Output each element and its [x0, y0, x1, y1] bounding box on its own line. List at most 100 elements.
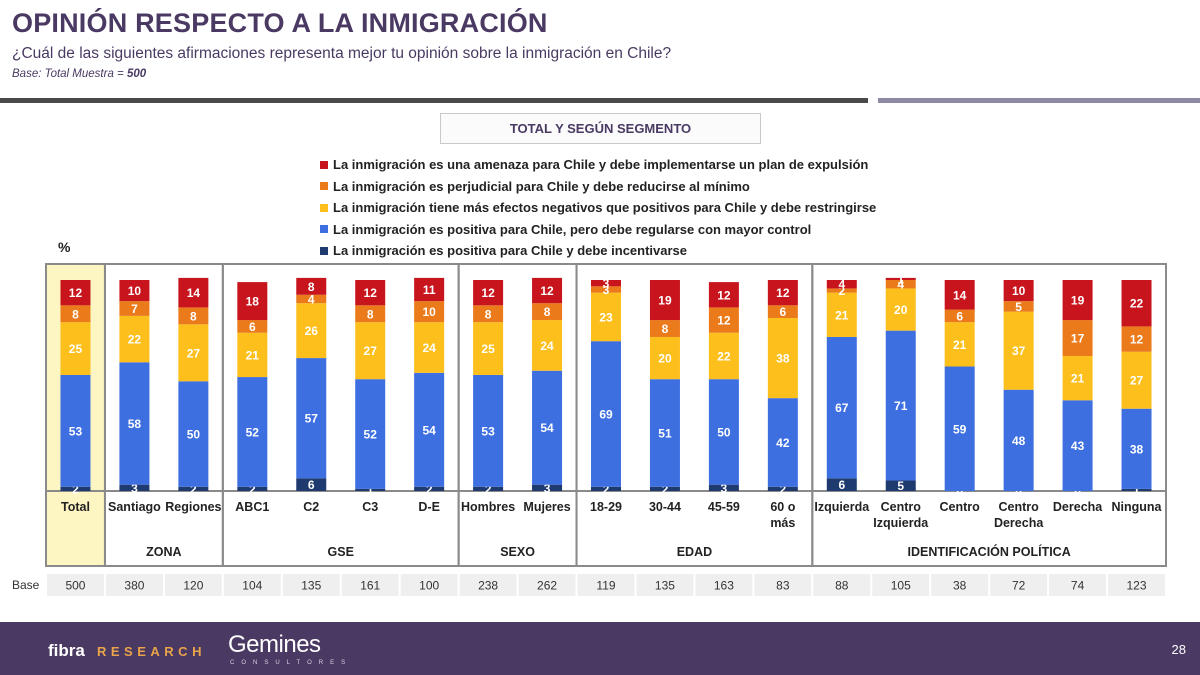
bar-segment [355, 305, 386, 323]
category-label: Regiones [165, 500, 221, 514]
data-label: 38 [1130, 442, 1144, 456]
base-cell [577, 574, 635, 596]
group-frame [811, 263, 1167, 567]
base-value: 135 [301, 579, 321, 593]
data-label: 3 [721, 481, 728, 495]
data-label: 20 [894, 303, 908, 317]
category-label: D-E [418, 500, 440, 514]
data-label: 23 [599, 310, 613, 324]
bar-segment [1003, 311, 1034, 390]
bar-segment [473, 322, 504, 375]
fibra-logo-suffix: RESEARCH [97, 644, 206, 659]
legend-label: La inmigración es positiva para Chile y … [333, 243, 688, 259]
legend-label: La inmigración tiene más efectos negativ… [333, 200, 877, 216]
bar-segment [237, 486, 268, 491]
legend-item: La inmigración es perjudicial para Chile… [320, 176, 876, 198]
bar-segment [767, 486, 798, 491]
legend-item: La inmigración es una amenaza para Chile… [320, 154, 876, 176]
bar-segment [1062, 280, 1093, 321]
bar-segment [532, 370, 563, 485]
legend-swatch [320, 203, 328, 212]
category-label: Ninguna [1112, 500, 1163, 514]
base-note-prefix: Base: Total Muestra = [12, 68, 127, 80]
data-label: 42 [776, 436, 790, 450]
data-label: 52 [364, 428, 378, 442]
bar-segment [944, 366, 975, 491]
bar-segment [119, 315, 150, 363]
data-label: 1 [1133, 483, 1140, 497]
data-label: 53 [481, 424, 495, 438]
bar-segment [60, 322, 91, 375]
bar-segment [591, 341, 621, 487]
bar-segment [767, 305, 798, 318]
data-label: 43 [1071, 439, 1085, 453]
bar-segment [355, 488, 386, 491]
base-note-value: 500 [126, 68, 147, 80]
bar-segment [532, 484, 563, 491]
bar-segment [649, 280, 680, 321]
bar-segment [414, 486, 445, 491]
bar-segment [178, 381, 209, 487]
data-label: 19 [1071, 294, 1085, 308]
data-label: 10 [128, 284, 142, 298]
bar-segment [1062, 355, 1093, 401]
data-label: 8 [485, 307, 492, 321]
bar-segment [532, 320, 563, 371]
base-value: 380 [124, 579, 144, 593]
footer-bar: fibra RESEARCH Gemines CONSULTORES 28 [0, 622, 1200, 675]
data-label: 2 [426, 482, 433, 496]
base-value: 72 [1012, 579, 1026, 593]
base-cell [282, 574, 340, 596]
base-note: Base: Total Muestra = 500 [12, 68, 146, 80]
data-label: 71 [894, 399, 908, 413]
data-label: 12 [717, 314, 731, 328]
bar-segment [473, 374, 504, 487]
bar-segment [60, 486, 91, 491]
bar-segment [708, 379, 739, 485]
bar-segment [119, 362, 150, 485]
data-label: 12 [364, 286, 378, 300]
bar-segment [60, 374, 91, 487]
bar-segment [767, 280, 798, 306]
base-row-label: Base [12, 578, 40, 592]
bar-segment [708, 282, 739, 308]
bar-segment [532, 277, 563, 304]
base-cell [341, 574, 399, 596]
bar-segment [414, 322, 445, 373]
category-label: Santiago [108, 500, 161, 514]
data-label: 38 [776, 352, 790, 366]
data-label: 58 [128, 417, 142, 431]
base-cell [164, 574, 222, 596]
category-label: Izquierda [814, 500, 870, 514]
page-subtitle: ¿Cuál de las siguientes afirmaciones rep… [12, 45, 672, 62]
category-label: Centro [998, 500, 1039, 514]
base-value: 38 [953, 579, 967, 593]
base-cell [931, 574, 989, 596]
bar-segment [1003, 389, 1034, 491]
legend-item: La inmigración tiene más efectos negativ… [320, 197, 876, 219]
data-label: 24 [422, 341, 436, 355]
bar-segment [60, 280, 91, 306]
group-label: EDAD [677, 545, 712, 559]
base-cell [400, 574, 458, 596]
percent-label: % [58, 239, 71, 255]
data-label: 8 [544, 305, 551, 319]
data-label: 12 [1130, 333, 1144, 347]
category-label: Hombres [461, 500, 515, 514]
data-label: 54 [422, 423, 436, 437]
chart-legend: La inmigración es una amenaza para Chile… [320, 154, 876, 262]
category-label: 30-44 [649, 500, 681, 514]
base-cell [754, 574, 812, 596]
bar-segment [473, 486, 504, 491]
base-cell [636, 574, 694, 596]
bar-segment [885, 288, 916, 331]
bar-segment [1121, 351, 1152, 409]
bar-segment [944, 280, 975, 310]
data-label: 8 [367, 307, 374, 321]
base-cell [990, 574, 1048, 596]
category-label: C3 [362, 500, 378, 514]
data-label: 6 [956, 309, 963, 323]
bar-segment [119, 301, 150, 316]
data-label: 69 [599, 407, 613, 421]
data-label: 37 [1012, 344, 1026, 358]
